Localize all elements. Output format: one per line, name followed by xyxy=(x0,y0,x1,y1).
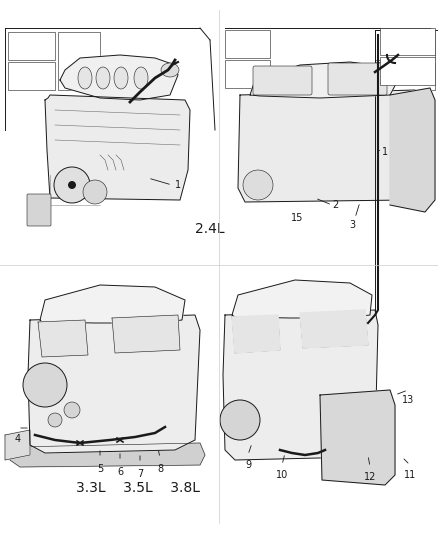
Polygon shape xyxy=(60,55,178,100)
Ellipse shape xyxy=(114,67,128,89)
Text: 1: 1 xyxy=(382,147,388,157)
Polygon shape xyxy=(223,310,378,460)
FancyBboxPatch shape xyxy=(253,66,312,95)
Text: 1: 1 xyxy=(175,180,181,190)
Text: 11: 11 xyxy=(404,470,416,480)
Bar xyxy=(225,30,270,58)
Polygon shape xyxy=(38,320,88,357)
Ellipse shape xyxy=(134,67,148,89)
Bar xyxy=(380,28,435,55)
Polygon shape xyxy=(232,280,372,318)
Polygon shape xyxy=(40,285,185,323)
Circle shape xyxy=(23,363,67,407)
Bar xyxy=(58,32,100,90)
Polygon shape xyxy=(45,95,190,200)
FancyBboxPatch shape xyxy=(27,194,51,226)
Text: 5: 5 xyxy=(97,464,103,474)
Text: 13: 13 xyxy=(402,395,414,405)
Text: 3: 3 xyxy=(349,220,355,230)
Polygon shape xyxy=(300,310,368,348)
Circle shape xyxy=(243,170,273,200)
Text: 4: 4 xyxy=(15,434,21,444)
Bar xyxy=(375,62,435,90)
Polygon shape xyxy=(320,390,395,485)
Circle shape xyxy=(83,180,107,204)
Text: 8: 8 xyxy=(157,464,163,474)
Polygon shape xyxy=(238,90,420,202)
Polygon shape xyxy=(390,88,435,212)
Circle shape xyxy=(220,400,260,440)
Ellipse shape xyxy=(96,67,110,89)
FancyBboxPatch shape xyxy=(328,63,387,95)
Polygon shape xyxy=(5,430,30,460)
Circle shape xyxy=(68,181,76,189)
Bar xyxy=(380,57,435,85)
Circle shape xyxy=(48,413,62,427)
Text: 7: 7 xyxy=(137,469,143,479)
Bar xyxy=(8,62,55,90)
Text: 12: 12 xyxy=(364,472,376,482)
Polygon shape xyxy=(112,315,180,353)
Polygon shape xyxy=(250,62,398,98)
Bar xyxy=(375,30,435,60)
Polygon shape xyxy=(28,315,200,453)
Bar xyxy=(225,60,270,88)
Text: 9: 9 xyxy=(245,460,251,470)
Ellipse shape xyxy=(161,63,179,77)
Text: 2: 2 xyxy=(332,200,338,210)
Bar xyxy=(8,32,55,60)
Text: 10: 10 xyxy=(276,470,288,480)
Circle shape xyxy=(54,167,90,203)
Polygon shape xyxy=(10,443,205,467)
Circle shape xyxy=(64,402,80,418)
Text: 15: 15 xyxy=(291,213,303,223)
Text: 2.4L: 2.4L xyxy=(195,222,225,236)
Polygon shape xyxy=(232,315,280,353)
Text: 3.3L    3.5L    3.8L: 3.3L 3.5L 3.8L xyxy=(76,481,200,495)
Text: 6: 6 xyxy=(117,467,123,477)
Ellipse shape xyxy=(78,67,92,89)
